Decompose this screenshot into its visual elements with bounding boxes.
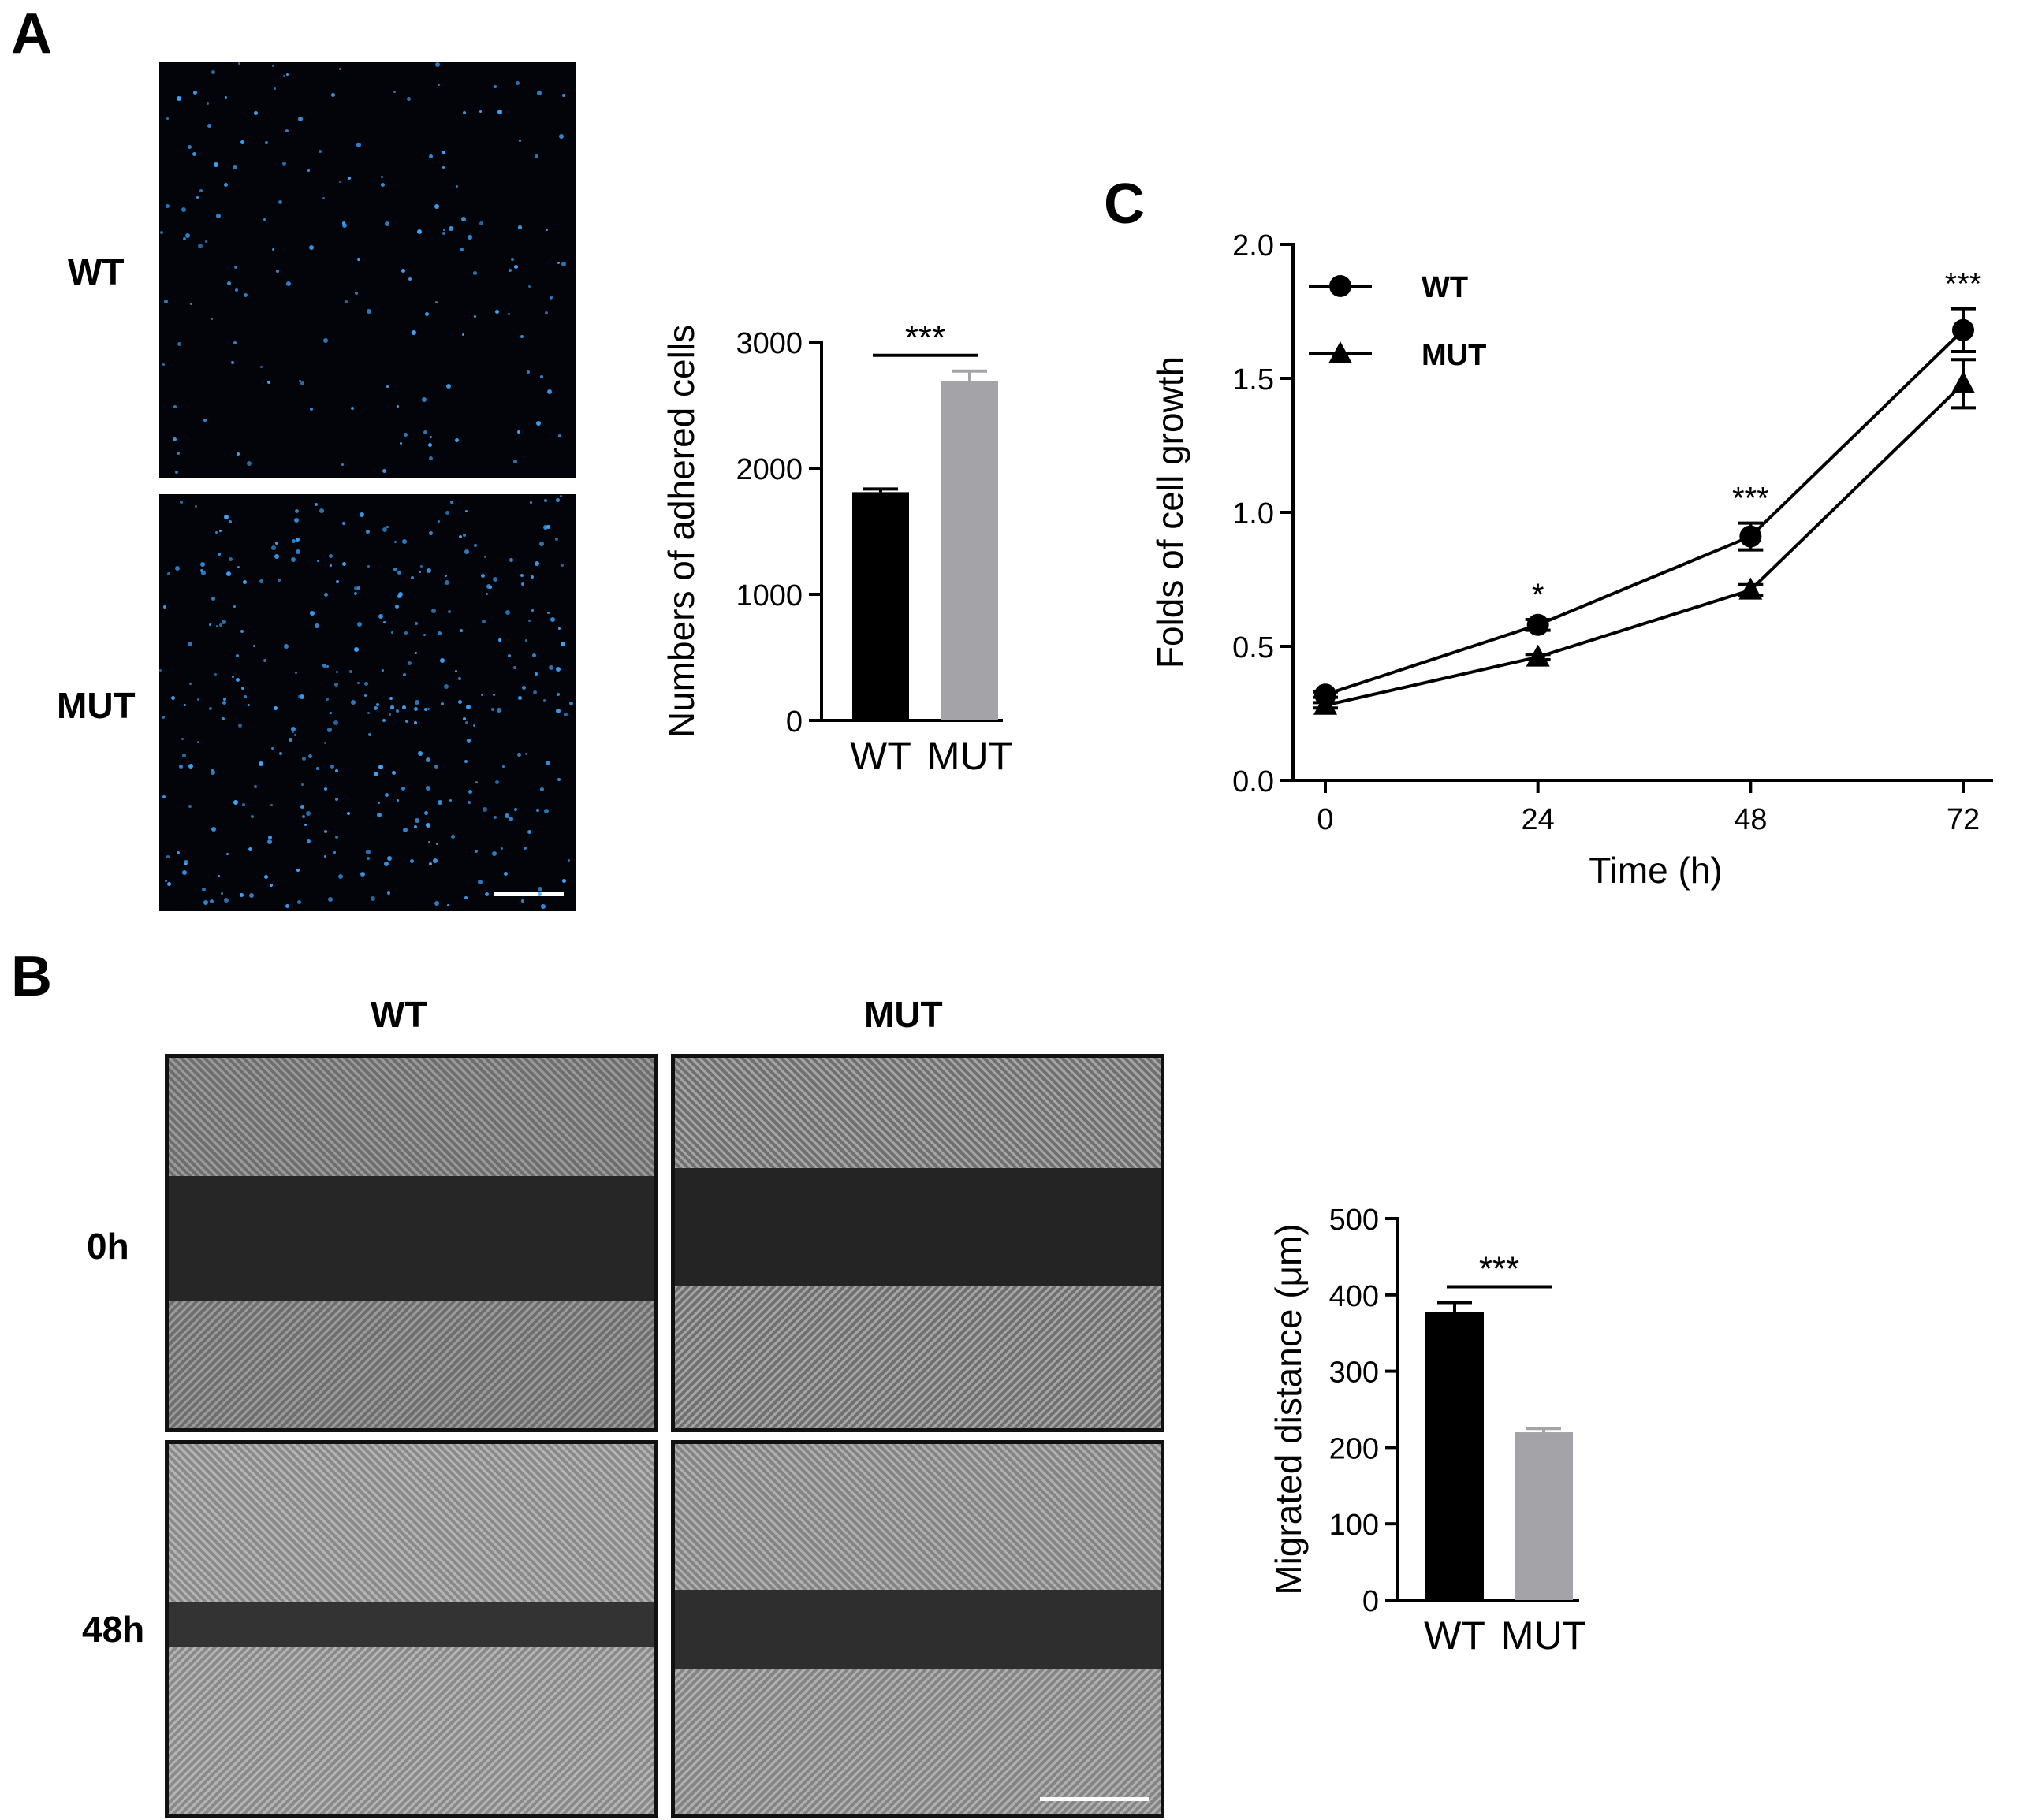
panel-letter-a: A [11,2,52,65]
col-label-wt: WT [371,994,427,1035]
x-tick-label: 72 [1947,803,1980,836]
chart-migrated-distance: 0 100 200 300 400 500 WT MUT Migrated distance… [1268,1204,1586,1658]
legend-label: MUT [1422,339,1486,372]
x-tick-label: WT [1424,1613,1485,1658]
row-label-48h: 48h [82,1609,145,1650]
y-axis-label: Folds of cell growth [1151,356,1190,668]
y-tick-label: 300 [1329,1357,1379,1390]
x-tick-label: MUT [1501,1613,1586,1658]
significance-marker: *** [1479,1249,1519,1288]
significance-marker: *** [905,318,945,357]
bar-wt [852,492,909,720]
scale-bar [494,892,564,896]
point-mut [1313,692,1337,715]
row-label-0h: 0h [87,1226,129,1267]
legend-label: WT [1422,271,1468,304]
y-tick-label: 1.0 [1232,497,1274,530]
series-line-wt [1325,329,1965,697]
bar-wt [1425,1312,1484,1600]
significance-marker: *** [1732,482,1769,516]
legend-marker [1328,341,1352,363]
bar-mut [941,381,998,720]
wound-image-mut-48h [671,1440,1164,1818]
y-tick-label: 0 [786,705,803,739]
y-axis-label: Numbers of adhered cells [661,325,702,738]
fluorescence-image-mut [159,494,576,911]
x-tick-label: WT [850,734,911,778]
wound-image-wt-0h [165,1054,658,1432]
y-tick-label: 200 [1329,1432,1379,1465]
y-tick-label: 3000 [736,327,803,360]
point-mut [1951,370,1975,393]
legend-marker [1329,275,1351,297]
series-line-mut [1325,382,1965,707]
y-tick-label: 400 [1329,1280,1379,1313]
significance-marker: * [1532,578,1544,612]
row-label-mut: MUT [57,685,136,726]
col-label-mut: MUT [864,994,943,1035]
point-wt [1739,525,1762,548]
y-tick-label: 2.0 [1232,229,1274,262]
y-tick-label: 1000 [736,579,803,612]
point-wt [1952,318,1974,341]
bar-mut [1515,1432,1573,1600]
panel-letter-c: C [1104,173,1145,236]
legend: WT MUT [1309,271,1486,372]
x-tick-label: MUT [927,734,1012,778]
y-axis-label: Migrated distance (μm) [1268,1223,1309,1595]
y-tick-label: 1.5 [1232,363,1274,396]
y-tick-label: 0.5 [1232,631,1274,664]
y-tick-label: 500 [1329,1204,1379,1237]
wound-image-wt-48h [165,1440,658,1818]
y-tick-label: 0.0 [1232,765,1274,798]
point-mut [1526,644,1550,667]
y-tick-label: 2000 [736,453,803,486]
y-tick-label: 0 [1362,1585,1379,1618]
y-tick-label: 100 [1329,1509,1379,1542]
scale-bar [1040,1797,1149,1801]
x-tick-label: 24 [1522,803,1555,836]
wound-image-mut-0h [671,1054,1164,1432]
fluorescence-image-wt [159,62,576,478]
x-tick-label: 0 [1317,803,1333,836]
significance-marker: *** [1945,267,1982,302]
point-wt [1526,613,1549,636]
panel-letter-b: B [11,945,52,1008]
x-axis-label: Time (h) [1589,850,1723,891]
x-tick-label: 48 [1734,803,1767,836]
point-mut [1738,577,1763,600]
chart-adhered-cells: 0 1000 2000 3000 WT MUT Numbers of adhered c… [661,318,1012,778]
row-label-wt: WT [68,251,125,292]
